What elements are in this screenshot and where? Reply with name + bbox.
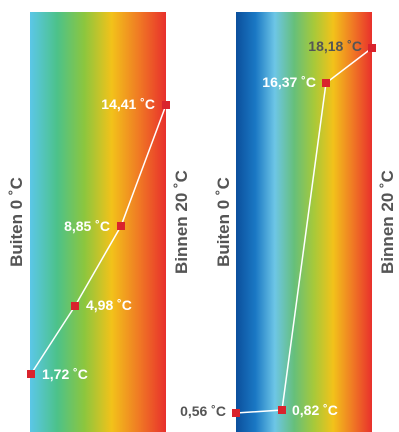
left-temperature-marker [71,302,79,310]
left-temperature-marker [27,370,35,378]
right-temperature-marker [322,79,330,87]
left-panel-outside-label: Buiten 0 ˚C [7,177,26,267]
right-wall-gradient [236,12,372,432]
right-temperature-label: 0,56 ˚C [180,403,226,419]
left-temperature-line [30,104,167,375]
right-temperature-label: 18,18 ˚C [308,38,362,54]
right-temperature-marker [368,44,376,52]
right-panel-outside-label: Buiten 0 ˚C [214,177,233,267]
right-temperature-line [235,47,373,414]
left-panel: 1,72 ˚C 4,98 ˚C 8,85 ˚C 14,41 ˚C Buiten 0 ˚… [7,12,191,432]
left-temperature-label: 8,85 ˚C [64,218,110,234]
left-temperature-label: 4,98 ˚C [86,297,132,313]
left-temperature-marker [117,222,125,230]
right-panel-inside-label: Binnen 20 ˚C [378,170,397,274]
right-temperature-marker [232,409,240,417]
left-temperature-label: 1,72 ˚C [42,366,88,382]
right-temperature-label: 16,37 ˚C [262,74,316,90]
left-temperature-label: 14,41 ˚C [101,96,155,112]
right-temperature-label: 0,82 ˚C [292,402,338,418]
left-temperature-marker [162,101,170,109]
right-panel: 0,56 ˚C 0,82 ˚C 16,37 ˚C 18,18 ˚C Buiten 0 … [180,12,397,432]
left-wall-gradient [30,12,166,432]
left-panel-inside-label: Binnen 20 ˚C [172,170,191,274]
right-temperature-marker [278,406,286,414]
